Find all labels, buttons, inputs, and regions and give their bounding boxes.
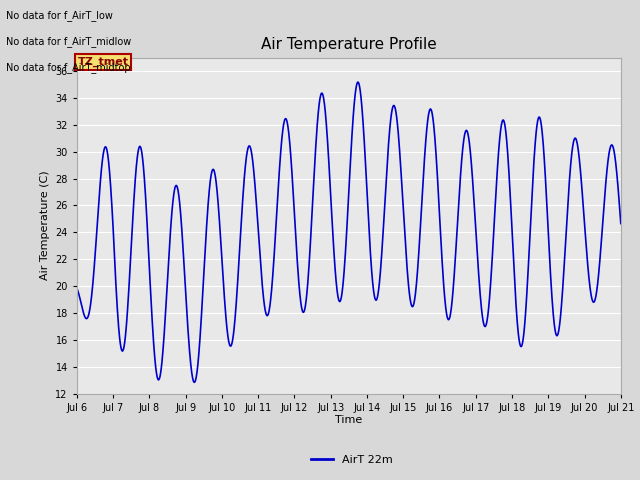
Y-axis label: Air Temperature (C): Air Temperature (C) — [40, 171, 50, 280]
Title: Air Temperature Profile: Air Temperature Profile — [261, 37, 436, 52]
Text: No data for f_AirT_midlow: No data for f_AirT_midlow — [6, 36, 132, 47]
Text: No data for f_AirT_low: No data for f_AirT_low — [6, 10, 113, 21]
Text: TZ_tmet: TZ_tmet — [77, 57, 129, 67]
Legend: AirT 22m: AirT 22m — [307, 451, 397, 469]
X-axis label: Time: Time — [335, 415, 362, 425]
Text: No data for f_AirT_midtop: No data for f_AirT_midtop — [6, 62, 131, 73]
